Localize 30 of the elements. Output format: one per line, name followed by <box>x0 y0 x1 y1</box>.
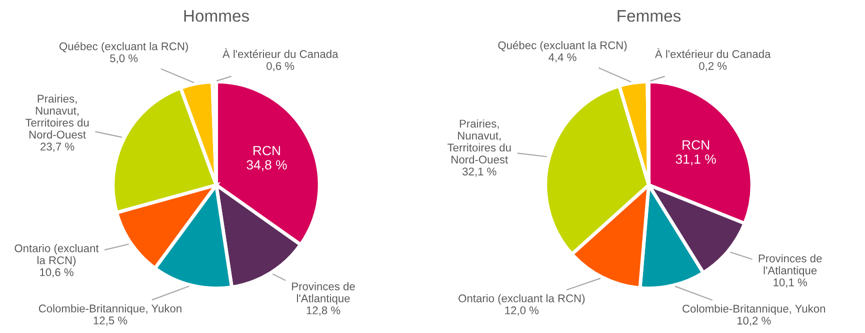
data-label: 0,2 % <box>699 62 727 72</box>
data-label: 34,8 % <box>246 160 287 172</box>
slice-label: Prairies, Nunavut, Territoires du Nord-Ouest <box>448 119 511 164</box>
slice-label: Québec (excluant la RCN) <box>59 42 188 52</box>
data-label: 4,4 % <box>548 53 576 62</box>
data-label: 31,1 % <box>676 154 716 166</box>
slice-label: Colombie-Britannique, Yukon <box>38 304 182 315</box>
slice-label: Provinces de l'Atlantique <box>758 254 822 277</box>
data-label: 32,1 % <box>462 168 496 177</box>
data-label: 10,2 % <box>737 316 771 326</box>
chart-title: Femmes <box>618 10 681 22</box>
slice-label: RCN <box>682 140 710 150</box>
data-label: 10,6 % <box>40 268 74 278</box>
data-label: 10,1 % <box>774 278 807 288</box>
data-label: 12,0 % <box>505 306 539 316</box>
slice-label: Ontario (excluant la RCN) <box>14 244 99 266</box>
chart-title: Hommes <box>184 10 249 22</box>
slice-label: Québec (excluant la RCN) <box>498 40 627 52</box>
slice-label: Provinces de l'Atlantique <box>292 282 355 304</box>
data-label: 5,0 % <box>110 54 138 64</box>
slice-label: Prairies, Nunavut, Territoires du Nord-Ouest <box>25 94 89 139</box>
data-label: 23,7 % <box>40 142 74 152</box>
data-label: 12,8 % <box>306 306 340 316</box>
data-label: 12,5 % <box>94 316 128 326</box>
slice-label: À l'extérieur du Canada <box>654 48 771 58</box>
slice-label: RCN <box>254 146 280 156</box>
slice-label: À l'extérieur du Canada <box>222 48 338 58</box>
slice-label: Ontario (excluant la RCN) <box>458 294 585 304</box>
data-label: 0,6 % <box>266 62 294 72</box>
slice-label: Colombie-Britannique, Yukon <box>682 304 826 315</box>
